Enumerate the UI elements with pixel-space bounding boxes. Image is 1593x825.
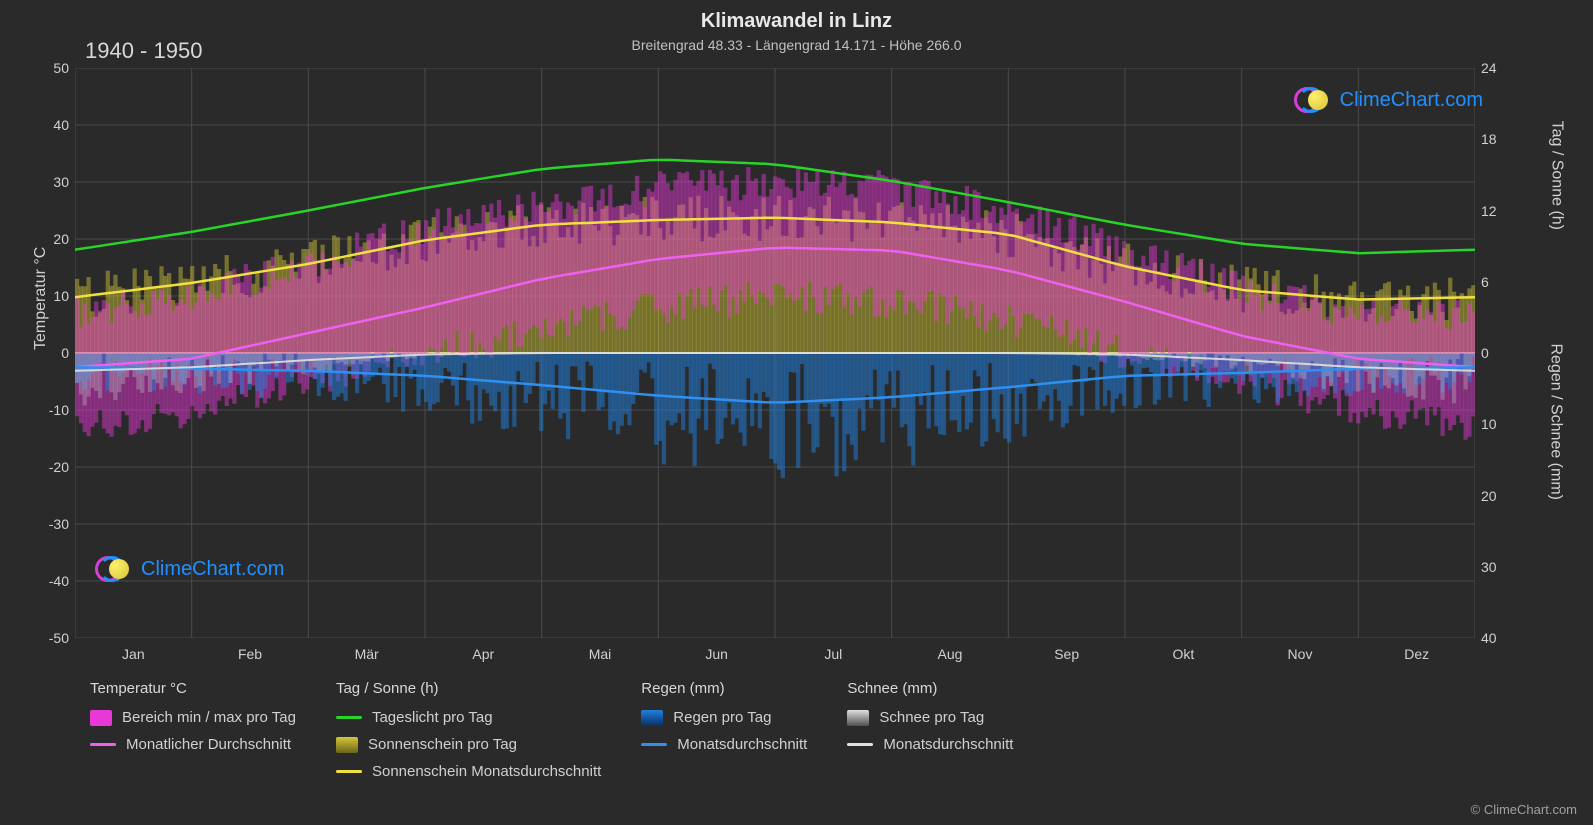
legend-swatch	[641, 710, 663, 726]
y-left-tick: -10	[45, 402, 69, 418]
legend-label: Monatsdurchschnitt	[883, 736, 1013, 753]
brand-text: ClimeChart.com	[141, 558, 284, 581]
legend-head: Regen (mm)	[641, 680, 807, 697]
legend-label: Schnee pro Tag	[879, 709, 984, 726]
legend-head: Tag / Sonne (h)	[336, 680, 601, 697]
chart-title: Klimawandel in Linz	[0, 0, 1593, 33]
month-label: Jan	[122, 646, 145, 662]
y-right-bot-tick: 40	[1481, 630, 1505, 646]
legend-label: Sonnenschein Monatsdurchschnitt	[372, 763, 601, 780]
plot-svg	[75, 68, 1475, 638]
y-left-tick: -20	[45, 459, 69, 475]
legend-label: Tageslicht pro Tag	[372, 709, 493, 726]
legend-label: Sonnenschein pro Tag	[368, 736, 517, 753]
legend-swatch	[847, 743, 873, 746]
legend-swatch	[336, 737, 358, 753]
legend-item-snow-avg: Monatsdurchschnitt	[847, 736, 1013, 753]
y-right-top-tick: 24	[1481, 60, 1505, 76]
legend-item-rain-avg: Monatsdurchschnitt	[641, 736, 807, 753]
y-left-tick: 50	[45, 60, 69, 76]
month-label: Nov	[1288, 646, 1313, 662]
legend-column: Tag / Sonne (h) Tageslicht pro Tag Sonnens…	[336, 680, 601, 780]
y-right-top-axis-label: Tag / Sonne (h)	[1547, 121, 1565, 230]
legend: Temperatur °C Bereich min / max pro Tag Mo…	[90, 680, 1490, 780]
watermark-top: ClimeChart.com	[1294, 86, 1483, 114]
month-label: Sep	[1054, 646, 1079, 662]
legend-swatch	[90, 743, 116, 746]
legend-swatch	[847, 710, 869, 726]
y-left-tick: -50	[45, 630, 69, 646]
legend-item-rain-bar: Regen pro Tag	[641, 709, 807, 726]
y-right-bot-tick: 10	[1481, 416, 1505, 432]
y-right-top-tick: 12	[1481, 203, 1505, 219]
legend-column: Temperatur °C Bereich min / max pro Tag Mo…	[90, 680, 296, 780]
y-left-tick: -30	[45, 516, 69, 532]
month-label: Jul	[824, 646, 842, 662]
month-label: Mär	[355, 646, 379, 662]
legend-label: Monatlicher Durchschnitt	[126, 736, 291, 753]
legend-swatch	[336, 716, 362, 719]
legend-item-snow-bar: Schnee pro Tag	[847, 709, 1013, 726]
chart-area: -50-40-30-20-100102030405006121824102030…	[75, 68, 1475, 638]
y-right-top-tick: 0	[1481, 345, 1505, 361]
legend-column: Regen (mm) Regen pro Tag Monatsdurchschnit…	[641, 680, 807, 780]
y-left-tick: 10	[45, 288, 69, 304]
y-right-bot-axis-label: Regen / Schnee (mm)	[1547, 343, 1565, 500]
month-label: Okt	[1172, 646, 1194, 662]
y-left-tick: 30	[45, 174, 69, 190]
legend-label: Regen pro Tag	[673, 709, 771, 726]
y-right-top-tick: 18	[1481, 131, 1505, 147]
y-left-tick: 40	[45, 117, 69, 133]
legend-item-sunshine-bar: Sonnenschein pro Tag	[336, 736, 601, 753]
legend-item-sunshine-avg: Sonnenschein Monatsdurchschnitt	[336, 763, 601, 780]
legend-head: Temperatur °C	[90, 680, 296, 697]
legend-head: Schnee (mm)	[847, 680, 1013, 697]
y-left-tick: 0	[45, 345, 69, 361]
y-right-bot-tick: 30	[1481, 559, 1505, 575]
y-right-bot-tick: 20	[1481, 488, 1505, 504]
y-left-tick: -40	[45, 573, 69, 589]
month-label: Aug	[938, 646, 963, 662]
logo-icon	[1294, 86, 1334, 114]
legend-item-temp-avg: Monatlicher Durchschnitt	[90, 736, 296, 753]
month-label: Apr	[472, 646, 494, 662]
y-left-tick: 20	[45, 231, 69, 247]
chart-subtitle: Breitengrad 48.33 - Längengrad 14.171 - …	[0, 37, 1593, 53]
legend-swatch	[336, 770, 362, 773]
brand-text: ClimeChart.com	[1340, 89, 1483, 112]
month-label: Jun	[705, 646, 728, 662]
legend-item-temp-range: Bereich min / max pro Tag	[90, 709, 296, 726]
copyright: © ClimeChart.com	[1471, 802, 1577, 817]
period-label: 1940 - 1950	[85, 38, 202, 64]
watermark-bottom: ClimeChart.com	[95, 555, 284, 583]
legend-swatch	[641, 743, 667, 746]
legend-label: Bereich min / max pro Tag	[122, 709, 296, 726]
month-label: Feb	[238, 646, 262, 662]
legend-item-daylight: Tageslicht pro Tag	[336, 709, 601, 726]
logo-icon	[95, 555, 135, 583]
month-label: Dez	[1404, 646, 1429, 662]
y-right-top-tick: 6	[1481, 274, 1505, 290]
month-label: Mai	[589, 646, 612, 662]
legend-label: Monatsdurchschnitt	[677, 736, 807, 753]
legend-column: Schnee (mm) Schnee pro Tag Monatsdurchschn…	[847, 680, 1013, 780]
legend-swatch	[90, 710, 112, 726]
